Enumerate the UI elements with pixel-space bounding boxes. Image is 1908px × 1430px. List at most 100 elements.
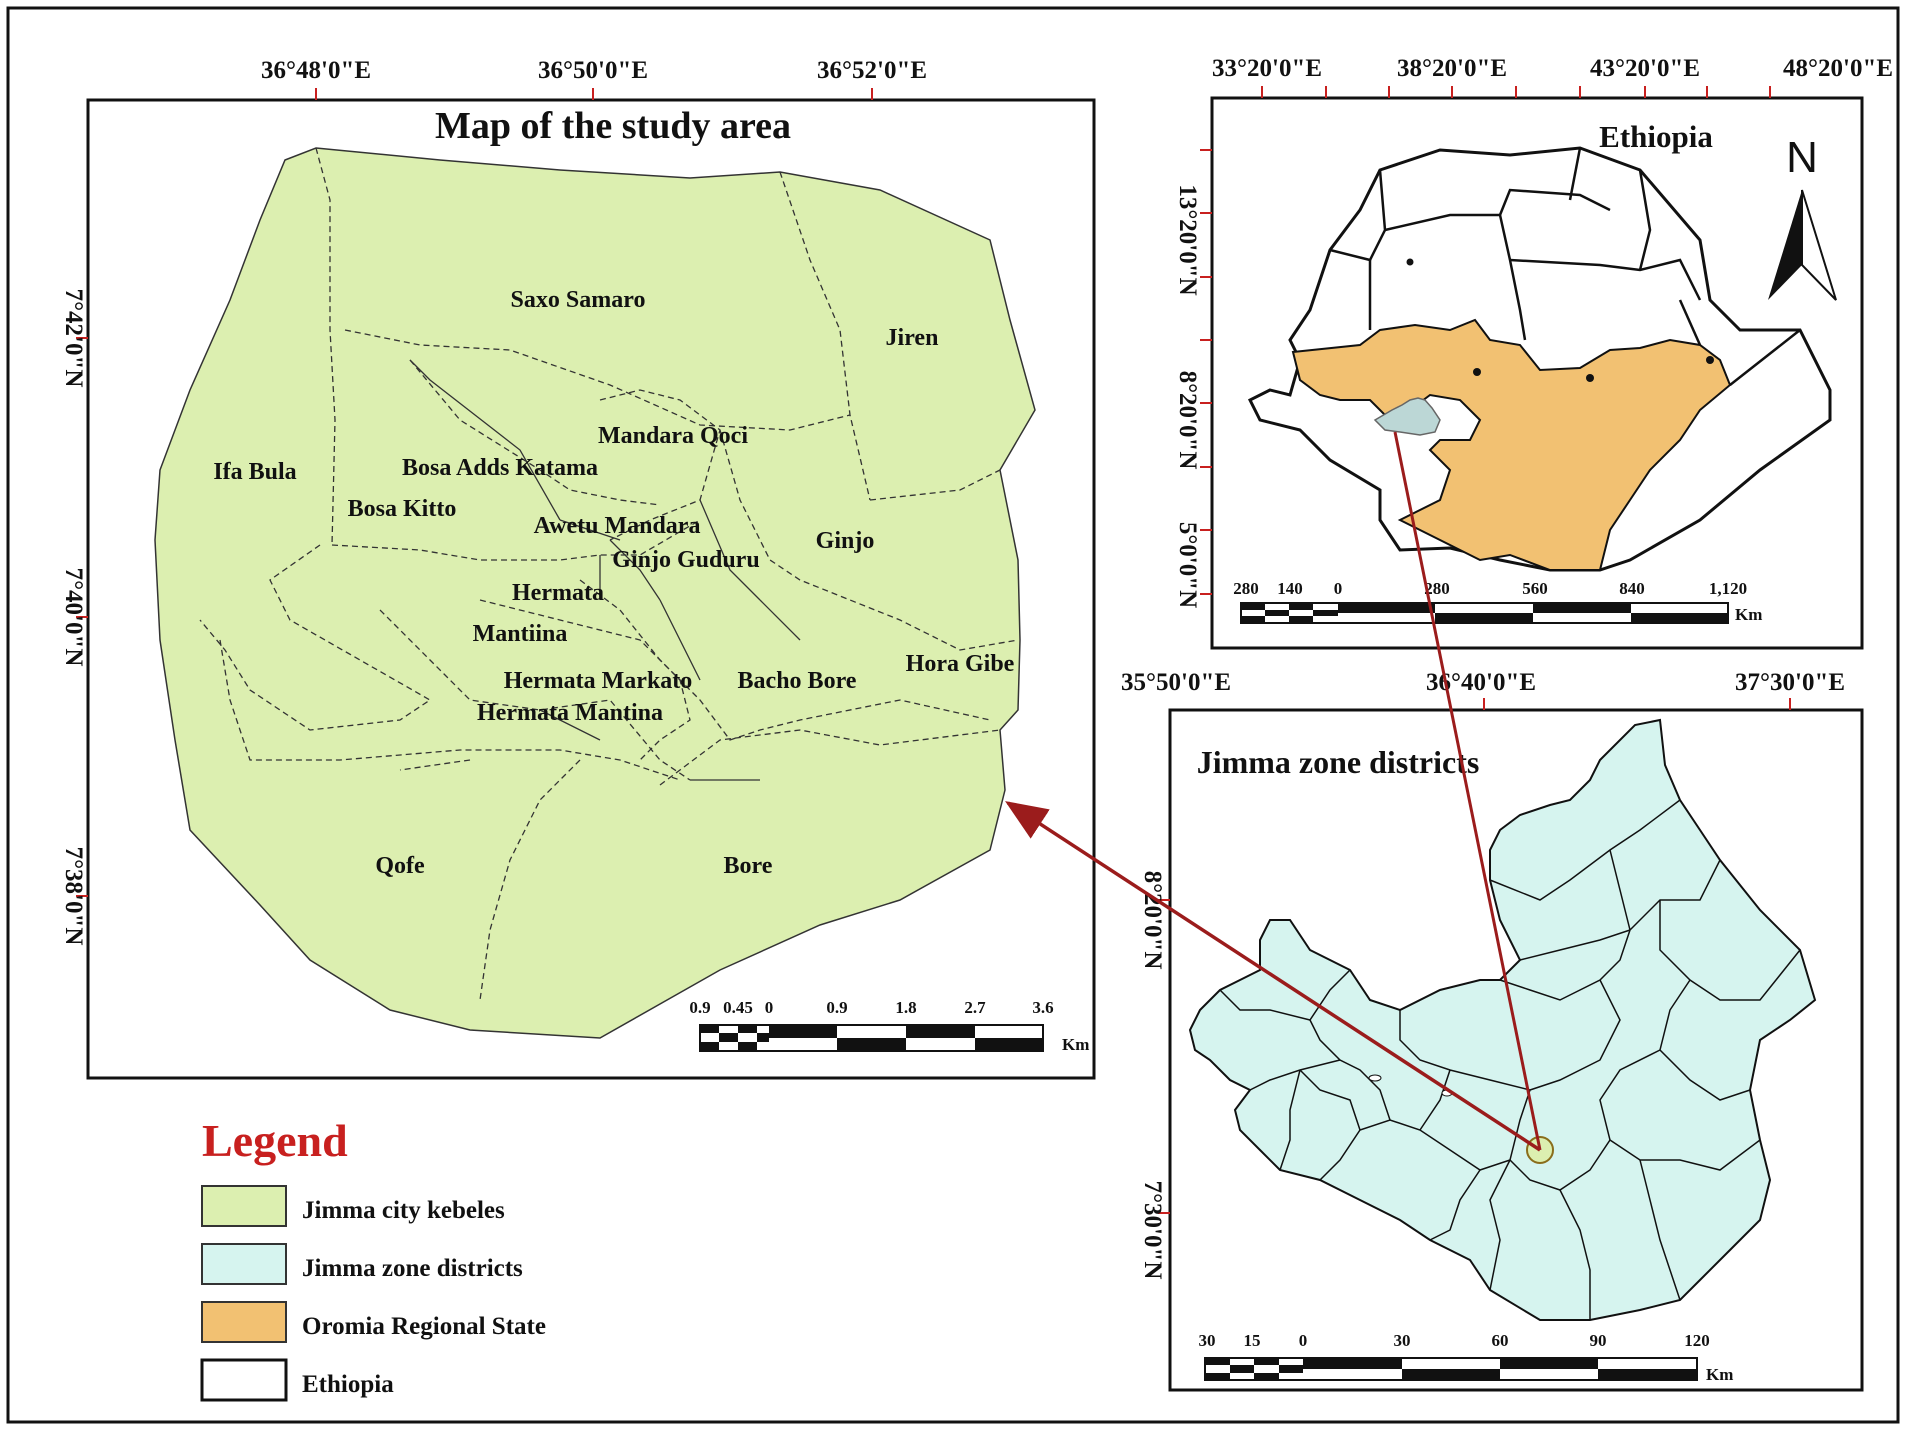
study-lon-tick: 36°52'0"E xyxy=(817,57,927,84)
ethiopia-lon-tick: 38°20'0"E xyxy=(1397,55,1507,82)
scalebar-tick: 0.9 xyxy=(826,998,847,1017)
oromia-region-shape xyxy=(1291,318,1732,571)
ethiopia-lon-tick: 43°20'0"E xyxy=(1590,55,1700,82)
ethiopia-lat-tick: 5°0'0"N xyxy=(1174,522,1201,608)
kebele-boundaries xyxy=(199,147,1019,1001)
kebele-label: Awetu Mandara xyxy=(534,513,701,539)
kebele-label: Hermata Mantina xyxy=(477,700,663,726)
kebele-label: Ginjo Guduru xyxy=(612,547,759,573)
city-markers xyxy=(1406,258,1714,382)
jimma-lat-tick: 8°20'0"N xyxy=(1139,871,1166,970)
outer-frame xyxy=(6,6,1900,1424)
kebele-label: Mandara Qoci xyxy=(598,423,748,449)
legend-item: Jimma zone districts xyxy=(201,1243,523,1285)
ethiopia-country-shape xyxy=(1247,146,1832,572)
kebele-label: Bacho Bore xyxy=(738,668,857,694)
kebele-label: Ginjo xyxy=(816,528,875,554)
scalebar-unit: Km xyxy=(1706,1365,1733,1384)
kebele-label: Qofe xyxy=(375,853,425,879)
jimma-tick-marks xyxy=(1158,698,1791,1214)
scalebar-tick: 1,120 xyxy=(1709,579,1747,598)
legend-label: Ethiopia xyxy=(302,1371,394,1398)
kebele-label: Bosa Kitto xyxy=(348,496,457,522)
scalebar-tick: 2.7 xyxy=(964,998,986,1017)
ethiopia-lon-tick: 33°20'0"E xyxy=(1212,55,1322,82)
scalebar-tick: 840 xyxy=(1619,579,1645,598)
kebele-label: Mantiina xyxy=(473,621,568,647)
kebele-label: Bosa Adds Katama xyxy=(402,455,598,481)
study-tick-marks xyxy=(76,88,873,897)
study-lat-tick: 7°42'0"N xyxy=(60,289,87,388)
scalebar-tick: 280 xyxy=(1233,579,1259,598)
jimma-zone-inset-shape xyxy=(1373,397,1441,436)
study-lat-tick: 7°38'0"N xyxy=(60,847,87,946)
scalebar-tick: 0.9 xyxy=(689,998,710,1017)
ethiopia-map: 33°20'0"E 38°20'0"E 43°20'0"E 48°20'0"E … xyxy=(1174,55,1893,650)
scalebar-tick: 120 xyxy=(1684,1331,1710,1350)
jimma-zone-map: 35°50'0"E 36°40'0"E 37°30'0"E 8°20'0"N 7… xyxy=(1121,669,1864,1392)
scalebar-tick: 3.6 xyxy=(1032,998,1053,1017)
kebele-label: Bore xyxy=(724,853,773,879)
scalebar-tick: 0 xyxy=(1299,1331,1308,1350)
scalebar-tick: 60 xyxy=(1492,1331,1509,1350)
jimma-zone-districts-area xyxy=(1188,718,1817,1321)
north-arrow-icon: N xyxy=(1768,133,1837,301)
study-lat-tick: 7°40'0"N xyxy=(60,568,87,667)
jimma-lat-tick: 7°30'0"N xyxy=(1139,1181,1166,1280)
legend-swatch xyxy=(200,1358,288,1402)
scalebar-tick: 560 xyxy=(1522,579,1548,598)
kebele-label: Hermata xyxy=(512,580,604,606)
legend-swatch xyxy=(201,1301,287,1343)
ethiopia-scalebar: 280 140 0 280 560 840 1,120 Km xyxy=(1233,579,1762,624)
legend-label: Oromia Regional State xyxy=(302,1313,546,1340)
jimma-lon-tick: 35°50'0"E xyxy=(1121,669,1231,696)
legend-item: Jimma city kebeles xyxy=(201,1185,505,1227)
legend-label: Jimma city kebeles xyxy=(302,1197,505,1224)
study-lon-tick: 36°50'0"E xyxy=(538,57,648,84)
kebele-boundaries-solid xyxy=(409,359,801,781)
district-boundaries xyxy=(1219,799,1801,1320)
scalebar-tick: 1.8 xyxy=(895,998,916,1017)
scalebar-unit: Km xyxy=(1062,1035,1089,1054)
study-area-map: 36°48'0"E 36°50'0"E 36°52'0"E 7°42'0"N 7… xyxy=(60,57,1096,1080)
study-scalebar: 0.9 0.45 0 0.9 1.8 2.7 3.6 Km xyxy=(689,998,1089,1054)
arrow-jimma-to-ethiopia xyxy=(1393,431,1542,1151)
ethiopia-map-title: Ethiopia xyxy=(1599,119,1713,154)
arrow-jimma-to-study xyxy=(1005,801,1541,1152)
legend-swatch xyxy=(201,1243,287,1285)
scalebar-tick: 280 xyxy=(1424,579,1450,598)
legend-item: Oromia Regional State xyxy=(201,1301,546,1343)
lake-markers xyxy=(1368,1074,1453,1097)
scalebar-tick: 30 xyxy=(1199,1331,1216,1350)
scalebar-tick: 0.45 xyxy=(723,998,753,1017)
kebele-label: Hermata Markato xyxy=(504,668,693,694)
kebele-label: Jiren xyxy=(886,325,939,351)
kebele-label: Ifa Bula xyxy=(213,459,296,485)
legend-swatch xyxy=(201,1185,287,1227)
north-label: N xyxy=(1786,133,1818,182)
scalebar-tick: 0 xyxy=(765,998,774,1017)
ethiopia-tick-marks xyxy=(1200,86,1771,595)
jimma-map-title: Jimma zone districts xyxy=(1197,744,1480,780)
legend-label: Jimma zone districts xyxy=(302,1255,523,1282)
scalebar-tick: 30 xyxy=(1394,1331,1411,1350)
kebele-labels: Saxo Samaro Jiren Mandara Qoci Ifa Bula … xyxy=(213,287,1014,879)
legend: Legend Jimma city kebeles Jimma zone dis… xyxy=(200,1115,546,1402)
ethiopia-lat-tick: 13°20'0"N xyxy=(1174,184,1201,295)
scalebar-unit: Km xyxy=(1735,605,1762,624)
ethiopia-region-boundaries xyxy=(1329,147,1801,386)
scalebar-tick: 140 xyxy=(1277,579,1303,598)
study-map-title: Map of the study area xyxy=(435,105,791,147)
jimma-city-kebeles-area xyxy=(154,147,1036,1039)
jimma-scalebar: 30 15 0 30 60 90 120 Km xyxy=(1199,1331,1734,1384)
study-lon-tick: 36°48'0"E xyxy=(261,57,371,84)
scalebar-tick: 15 xyxy=(1244,1331,1261,1350)
scalebar-tick: 0 xyxy=(1334,579,1343,598)
ethiopia-lon-tick: 48°20'0"E xyxy=(1783,55,1893,82)
jimma-lon-tick: 37°30'0"E xyxy=(1735,669,1845,696)
kebele-label: Saxo Samaro xyxy=(511,287,646,313)
legend-title: Legend xyxy=(202,1115,348,1166)
connector-arrows xyxy=(1005,431,1542,1152)
